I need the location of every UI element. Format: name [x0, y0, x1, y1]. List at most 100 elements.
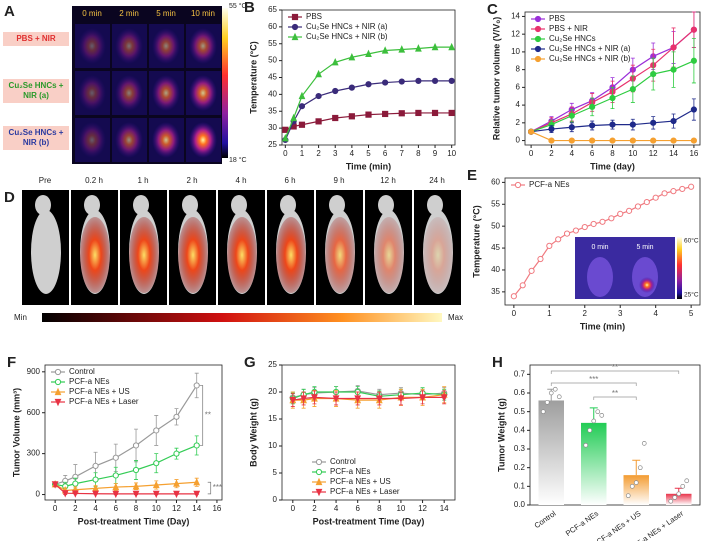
- mouse-head: [231, 195, 247, 215]
- marker: [590, 220, 597, 228]
- x-tick-label: 0: [291, 504, 296, 513]
- marker: [609, 137, 616, 144]
- y-tick-label: 0.7: [514, 369, 526, 378]
- marker: [348, 113, 355, 120]
- data-point: [587, 427, 593, 433]
- marker: [315, 92, 322, 100]
- legend-label: PBS: [306, 12, 322, 21]
- marker: [534, 35, 542, 43]
- marker: [589, 137, 596, 144]
- marker: [688, 183, 695, 190]
- marker: [298, 103, 306, 110]
- thermal-spot: [78, 75, 106, 111]
- marker: [448, 109, 455, 117]
- y-tick-label: 35: [491, 287, 500, 296]
- y-tick-label: 5: [273, 468, 278, 477]
- y-tick-label: 0.3: [514, 444, 526, 453]
- legend-label: Cu₂Se HNCs + NIR (b): [306, 32, 388, 41]
- marker: [440, 394, 448, 402]
- marker: [51, 481, 59, 489]
- significance-label: **: [612, 363, 618, 372]
- legend-label: PCF-a NEs: [330, 467, 370, 476]
- marker: [534, 45, 542, 53]
- marker: [315, 118, 322, 125]
- significance-label: **: [205, 411, 211, 420]
- y-axis-label: Temperature (°C): [471, 205, 481, 277]
- y-tick-label: 65: [268, 5, 277, 14]
- data-point: [595, 409, 601, 415]
- y-tick-label: 0: [516, 136, 521, 145]
- marker: [332, 114, 339, 122]
- x-tick-label: 14: [440, 504, 449, 513]
- y-tick-label: 2: [516, 118, 521, 127]
- legend-label: PCF-a NEs + Laser: [330, 487, 400, 496]
- marker: [609, 94, 616, 102]
- marker: [608, 215, 615, 222]
- marker: [679, 185, 686, 193]
- marker: [315, 458, 323, 466]
- marker: [670, 66, 677, 73]
- mouse-head: [133, 195, 149, 215]
- x-tick-label: 6: [114, 504, 119, 513]
- marker: [332, 395, 340, 403]
- marker: [132, 482, 140, 490]
- panel-label: A: [4, 3, 15, 20]
- marker: [332, 87, 339, 95]
- marker: [661, 190, 668, 197]
- marker: [348, 84, 355, 91]
- marker: [382, 79, 389, 86]
- y-tick-label: 15: [268, 414, 277, 423]
- y-tick-label: 40: [268, 89, 277, 98]
- marker: [690, 106, 697, 113]
- data-point: [552, 386, 558, 392]
- mouse-head: [329, 195, 345, 215]
- x-tick-label: PCF-a NEs: [564, 509, 600, 538]
- row-label: Cu₂Se HNCs + NIR (b): [3, 126, 69, 150]
- marker: [548, 137, 555, 144]
- x-tick-label: 8: [134, 504, 139, 513]
- time-label: 5 min: [156, 9, 176, 18]
- x-tick-label: 6: [383, 149, 388, 158]
- x-tick-label: 9: [433, 149, 438, 158]
- y-axis-label: Relative tumor volume (V/V₀): [491, 17, 501, 141]
- row-label-box: Cu₂Se HNCs + NIR (a): [3, 79, 69, 103]
- y-tick-label: 40: [491, 265, 500, 274]
- fluorescence-signal: [374, 217, 404, 293]
- time-label: 0 min: [82, 9, 102, 18]
- x-tick-label: 6: [590, 149, 595, 158]
- x-tick-label: 2: [583, 309, 588, 318]
- y-axis-label: Temperature (°C): [248, 41, 258, 113]
- marker: [670, 188, 677, 195]
- marker: [415, 77, 422, 84]
- x-tick-label: 2: [312, 504, 317, 513]
- y-tick-label: 600: [27, 408, 41, 417]
- marker: [589, 103, 596, 110]
- x-tick-label: 0: [53, 504, 58, 513]
- marker: [568, 124, 575, 131]
- mouse-head: [35, 195, 51, 215]
- inset-scale-max: 60°C: [684, 237, 699, 245]
- data-point: [637, 465, 643, 471]
- y-tick-label: 60: [268, 22, 277, 31]
- marker: [315, 488, 323, 497]
- marker: [398, 45, 406, 53]
- marker: [298, 91, 306, 100]
- marker: [534, 25, 542, 33]
- marker: [690, 137, 697, 144]
- marker: [291, 23, 299, 31]
- inset-scale-min: 25°C: [684, 291, 699, 299]
- marker: [650, 119, 657, 126]
- y-tick-label: 30: [268, 123, 277, 132]
- time-label: 1 h: [137, 176, 148, 185]
- thermal-spot: [189, 28, 217, 64]
- y-tick-label: 25: [268, 360, 277, 369]
- y-tick-label: 25: [268, 140, 277, 149]
- marker: [152, 480, 160, 489]
- marker: [281, 133, 289, 142]
- data-point: [544, 399, 550, 405]
- marker: [290, 113, 298, 122]
- row-label: PBS + NIR: [3, 32, 69, 46]
- legend-label: Cu₂Se HNCs: [549, 34, 596, 43]
- error-bar: [632, 459, 641, 476]
- y-tick-label: 10: [268, 441, 277, 450]
